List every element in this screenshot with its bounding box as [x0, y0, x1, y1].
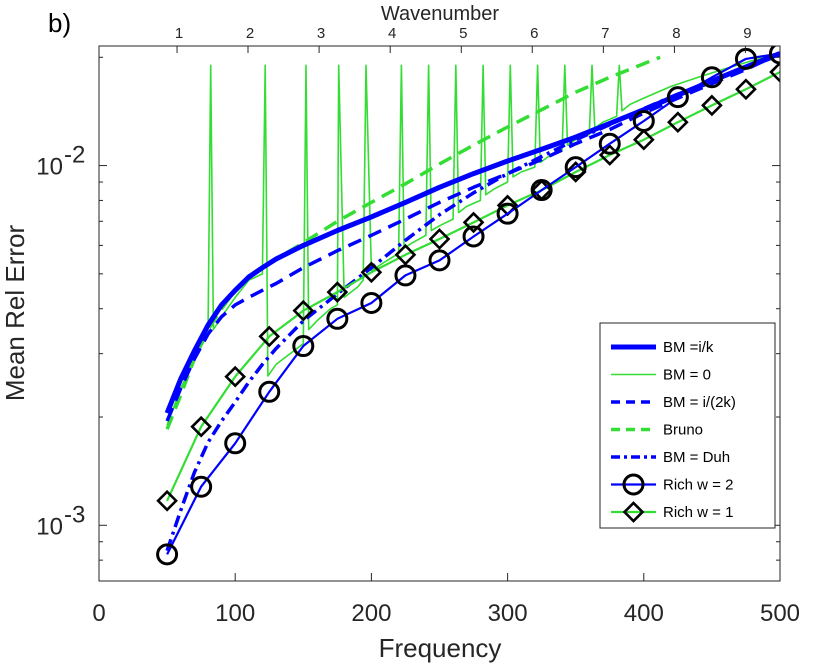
legend-item-0: BM =i/k	[611, 339, 714, 356]
series-line-2	[165, 51, 780, 422]
series-line-5	[166, 52, 780, 555]
series-6-point	[394, 243, 417, 266]
series-line-1	[166, 52, 780, 426]
series-5	[156, 46, 780, 566]
legend-label-0: BM =i/k	[663, 339, 714, 356]
y-tick-label: 10	[36, 154, 63, 181]
top-tick-label: 7	[601, 25, 609, 42]
series-5-point	[700, 66, 723, 89]
series-5-point	[496, 202, 519, 225]
y-tick-label: 10	[36, 513, 63, 540]
legend-item-6: Rich w = 1	[611, 501, 733, 523]
series-5-point	[428, 249, 451, 272]
legend-item-1: BM = 0	[611, 367, 711, 384]
series-6-point	[667, 111, 689, 134]
series-4	[165, 53, 780, 552]
series-line-4	[165, 53, 780, 552]
series-5-point	[666, 86, 689, 109]
series-6-point	[156, 489, 178, 512]
series-5-point	[258, 380, 281, 403]
top-tick-label: 1	[175, 25, 183, 42]
series-5-point	[530, 179, 553, 202]
legend-label-1: BM = 0	[663, 367, 711, 384]
legend-label-6: Rich w = 1	[663, 504, 733, 521]
legend: BM =i/k BM = 0 BM = i/(2k) Bruno BM = Duh Ric…	[599, 322, 776, 529]
series-6-point	[292, 299, 315, 322]
series-6-point	[224, 365, 247, 388]
legend-items: BM =i/k BM = 0 BM = i/(2k) Bruno BM = Duh Ric…	[611, 339, 736, 523]
series-5-point	[632, 110, 655, 133]
series-6-point	[701, 94, 723, 117]
legend-item-4: BM = Duh	[611, 449, 730, 466]
top-tick-label: 9	[743, 25, 751, 42]
series-5-point	[326, 307, 349, 330]
y-tick-exponent: -2	[64, 142, 85, 169]
series-6-point	[564, 161, 587, 183]
series-1	[166, 52, 780, 426]
series-6-point	[632, 128, 655, 151]
legend-item-5: Rich w = 2	[611, 473, 733, 496]
y-axis-label: Mean Rel Error	[0, 225, 30, 402]
series-6-point	[258, 325, 281, 348]
series-5-point	[292, 335, 315, 358]
top-tick-label: 8	[672, 25, 680, 42]
series-5-point	[598, 132, 621, 155]
top-x-axis-label: Wavenumber	[381, 3, 500, 25]
series-6-point	[735, 78, 757, 101]
series-line-6	[166, 71, 780, 502]
legend-item-3: Bruno	[611, 422, 703, 439]
series-6-point	[360, 261, 383, 284]
legend-label-4: BM = Duh	[663, 449, 730, 466]
panel-label: b)	[48, 8, 71, 38]
series-5-point	[734, 47, 757, 70]
top-tick-label: 3	[317, 25, 325, 42]
x-tick-label: 0	[92, 600, 105, 627]
legend-marker-6	[622, 501, 645, 523]
series-5-point	[394, 264, 417, 287]
series-5-point	[190, 475, 213, 498]
legend-label-5: Rich w = 2	[663, 477, 733, 494]
x-tick-label: 100	[215, 600, 255, 627]
x-axis-label: Frequency	[379, 633, 502, 663]
series-6-point	[428, 228, 451, 250]
x-tick-label: 200	[351, 600, 391, 627]
series-6	[156, 61, 780, 512]
y-tick-exponent: -3	[64, 501, 85, 528]
series-6-point	[190, 415, 212, 438]
top-tick-label: 5	[459, 25, 467, 42]
series-5-point	[156, 543, 179, 566]
x-tick-label: 500	[760, 600, 800, 627]
top-tick-label: 2	[246, 25, 254, 42]
series-5-point	[224, 432, 247, 455]
legend-label-3: Bruno	[663, 422, 703, 439]
series-6-point	[462, 211, 485, 234]
series-6-point	[326, 281, 349, 303]
top-tick-label: 6	[530, 25, 538, 42]
x-tick-label: 300	[488, 600, 528, 627]
series-layer	[156, 46, 780, 566]
legend-marker-5	[622, 473, 645, 496]
series-5-point	[462, 225, 485, 248]
series-5-point	[769, 46, 780, 65]
legend-item-2: BM = i/(2k)	[611, 394, 736, 411]
series-5-point	[360, 291, 383, 314]
series-2	[165, 51, 780, 422]
legend-label-2: BM = i/(2k)	[663, 394, 736, 411]
top-tick-label: 4	[388, 25, 396, 42]
x-tick-label: 400	[624, 600, 664, 627]
plot-frame	[98, 45, 781, 582]
series-5-point	[564, 156, 587, 179]
series-6-point	[769, 61, 780, 83]
